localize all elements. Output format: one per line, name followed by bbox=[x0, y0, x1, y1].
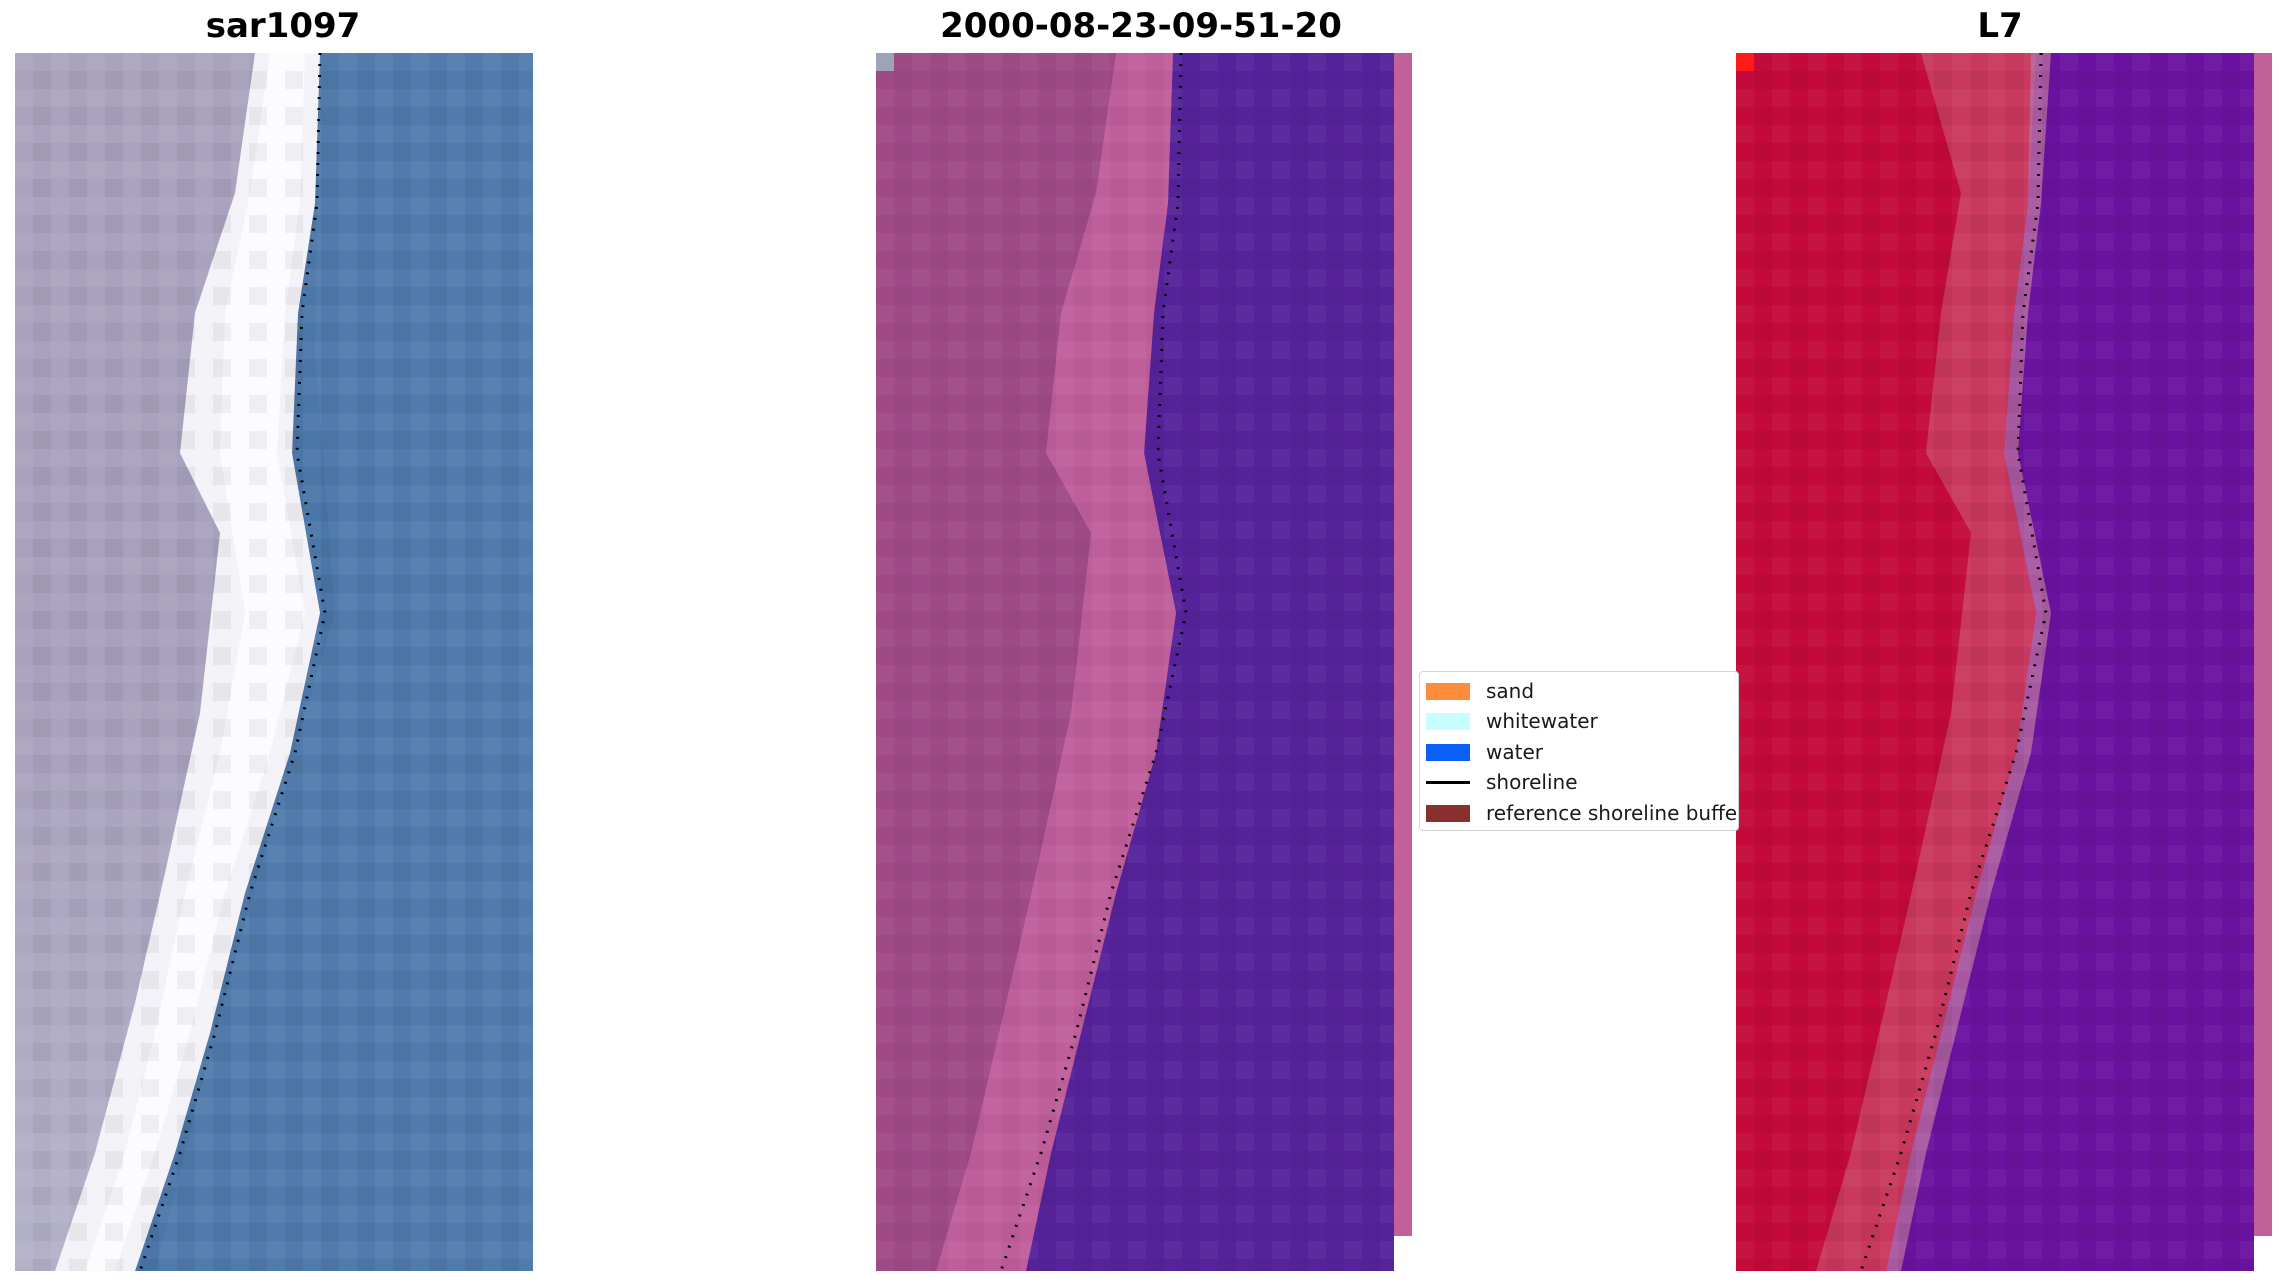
sand-swatch bbox=[1426, 682, 1470, 700]
legend-item-water: water bbox=[1420, 737, 1543, 767]
panel-title-rgb: sar1097 bbox=[205, 6, 361, 46]
legend: sand whitewater water shoreline referenc… bbox=[1419, 671, 1739, 831]
legend-label-whitewater: whitewater bbox=[1486, 709, 1598, 733]
legend-item-shoreline: shoreline bbox=[1420, 767, 1578, 797]
panel-title-satellite: L7 bbox=[1977, 6, 2023, 46]
classified-image-panel bbox=[876, 53, 1412, 1271]
classified-image bbox=[876, 53, 1412, 1271]
rgb-image bbox=[15, 53, 533, 1271]
legend-label-reference-buffer: reference shoreline buffer bbox=[1486, 801, 1739, 825]
l7-image bbox=[1736, 53, 2272, 1271]
l7-image-panel bbox=[1736, 53, 2272, 1271]
whitewater-swatch bbox=[1426, 712, 1470, 730]
legend-label-water: water bbox=[1486, 740, 1543, 764]
reference-buffer-swatch bbox=[1426, 804, 1470, 822]
legend-item-sand: sand bbox=[1420, 676, 1534, 706]
legend-label-sand: sand bbox=[1486, 679, 1535, 703]
shoreline-line-swatch bbox=[1426, 780, 1470, 784]
water-swatch bbox=[1426, 743, 1470, 761]
panel-title-date: 2000-08-23-09-51-20 bbox=[940, 6, 1342, 46]
legend-label-shoreline: shoreline bbox=[1486, 770, 1578, 794]
rgb-image-panel bbox=[15, 53, 533, 1271]
legend-item-whitewater: whitewater bbox=[1420, 706, 1598, 736]
legend-item-reference-buffer: reference shoreline buffer bbox=[1420, 798, 1739, 828]
